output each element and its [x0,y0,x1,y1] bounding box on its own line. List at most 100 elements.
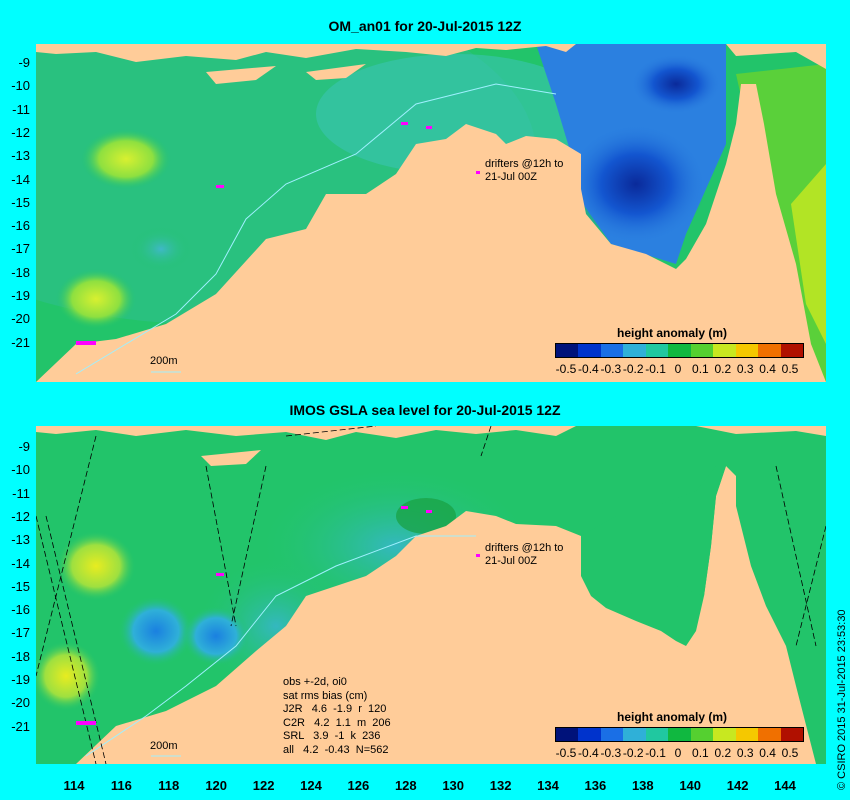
y-axis-tick: -15 [11,578,30,594]
stats-row: all 4.2 -0.43 N=562 [283,743,389,756]
x-axis-tick: 120 [205,778,228,793]
stats-line2: sat rms bias (cm) [283,689,368,702]
colorbar-tick: -0.2 [622,746,644,760]
colorbar-tick: 0.5 [781,746,799,760]
y-axis-tick: -21 [11,718,30,734]
cb-swatch [713,344,736,357]
x-axis-tick: 122 [252,778,275,793]
stats-block: obs +-2d, oi0 sat rms bias (cm) J2R 4.6 … [283,676,391,757]
y-axis-tick: -18 [11,648,30,664]
y-axis-tick: -11 [12,101,30,117]
x-axis-tick: 144 [774,778,796,793]
x-axis-tick: 124 [300,778,322,793]
bottom-isobath-label: 200m [150,740,178,752]
cb-swatch [623,344,646,357]
x-axis-tick: 140 [679,778,702,793]
colorbar-tick: 0.2 [714,362,732,376]
top-panel-title: OM_an01 for 20-Jul-2015 12Z [328,18,522,34]
indonesia-landmass [36,44,826,69]
stats-line1: obs +-2d, oi0 [283,676,347,688]
y-axis-tick: -20 [11,311,30,327]
stats-row: J2R 4.6 -1.9 r 120 [283,703,387,715]
y-axis-tick: -12 [11,124,30,140]
bottom-panel-title: IMOS GSLA sea level for 20-Jul-2015 12Z [289,402,561,418]
australia-landmass [76,466,816,764]
cb-swatch [623,728,646,741]
y-axis-tick: -14 [11,171,30,187]
drifters [76,122,480,345]
cb-swatch [668,728,691,741]
bottom-colorbar [555,727,804,742]
bottom-drifter-label-2: 21-Jul 00Z [485,555,537,567]
cb-swatch [556,728,579,741]
y-axis-tick: -9 [18,439,30,454]
bottom-map [36,426,826,764]
y-axis-tick: -16 [11,218,30,234]
y-axis-tick: -13 [11,148,30,164]
top-colorbar-title: height anomaly (m) [617,326,728,340]
indonesia-landmass [36,426,826,440]
colorbar-tick: 0.3 [736,746,754,760]
y-axis-tick: -12 [11,508,30,524]
y-axis-tick: -9 [18,55,30,70]
colorbar-tick: -0.3 [600,362,622,376]
cb-swatch [600,344,624,357]
y-axis-tick: -11 [12,485,30,501]
colorbar-tick: -0.3 [600,746,622,760]
top-drifter-label-2: 21-Jul 00Z [485,171,537,183]
top-colorbar [555,343,804,358]
cb-swatch [645,728,669,741]
colorbar-tick: -0.4 [578,362,599,376]
cb-swatch [758,344,781,357]
isobath-200m [85,535,476,757]
x-axis-tick: 116 [110,778,132,793]
colorbar-tick: -0.1 [645,362,666,376]
y-axis-tick: -18 [11,264,30,280]
y-axis-tick: -17 [11,241,30,257]
y-axis-tick: -16 [11,602,30,618]
y-axis-tick: -21 [11,334,30,350]
cb-swatch [645,344,669,357]
x-axis-tick: 132 [489,778,512,793]
cb-swatch [780,728,803,741]
cb-swatch [735,728,759,741]
x-axis-tick: 130 [442,778,465,793]
cb-swatch [713,728,736,741]
x-axis-tick: 128 [394,778,417,793]
colorbar-tick: 0.5 [781,362,799,376]
colorbar-tick: 0.4 [759,362,776,376]
colorbar-tick: -0.4 [578,746,599,760]
bottom-drifter-label-1: drifters @12h to [485,542,564,554]
top-isobath-label: 200m [150,355,178,367]
top-drifter-label-1: drifters @12h to [485,158,564,170]
cb-swatch [690,728,714,741]
y-axis-tick: -15 [11,194,30,210]
y-axis-tick: -10 [11,462,30,478]
colorbar-tick: -0.1 [645,746,666,760]
colorbar-tick: 0 [674,362,682,376]
colorbar-tick: -0.5 [555,746,577,760]
stats-row: C2R 4.2 1.1 m 206 [283,716,391,729]
y-axis-tick: -10 [11,78,30,94]
top-map [36,44,826,382]
altimeter-tracks [36,426,826,764]
cb-swatch [690,344,714,357]
colorbar-tick: 0.3 [736,362,754,376]
x-axis-tick: 118 [158,778,180,793]
cb-swatch [556,344,579,357]
bottom-colorbar-title: height anomaly (m) [617,710,728,724]
cb-swatch [780,344,803,357]
x-axis-tick: 114 [63,778,85,793]
x-axis-tick: 134 [537,778,559,793]
australia-landmass [36,84,826,382]
isobath-200m [75,83,557,375]
y-axis-tick: -13 [11,532,30,548]
y-axis-tick: -14 [11,555,30,571]
y-axis-tick: -17 [11,625,30,641]
stats-row: SRL 3.9 -1 k 236 [283,730,381,742]
copyright-text: © CSIRO 2015 31-Jul-2015 23:53:30 [836,609,848,790]
y-axis-tick: -20 [11,695,30,711]
colorbar-tick: 0.2 [714,746,732,760]
cb-swatch [578,344,601,357]
x-axis-tick: 142 [726,778,749,793]
